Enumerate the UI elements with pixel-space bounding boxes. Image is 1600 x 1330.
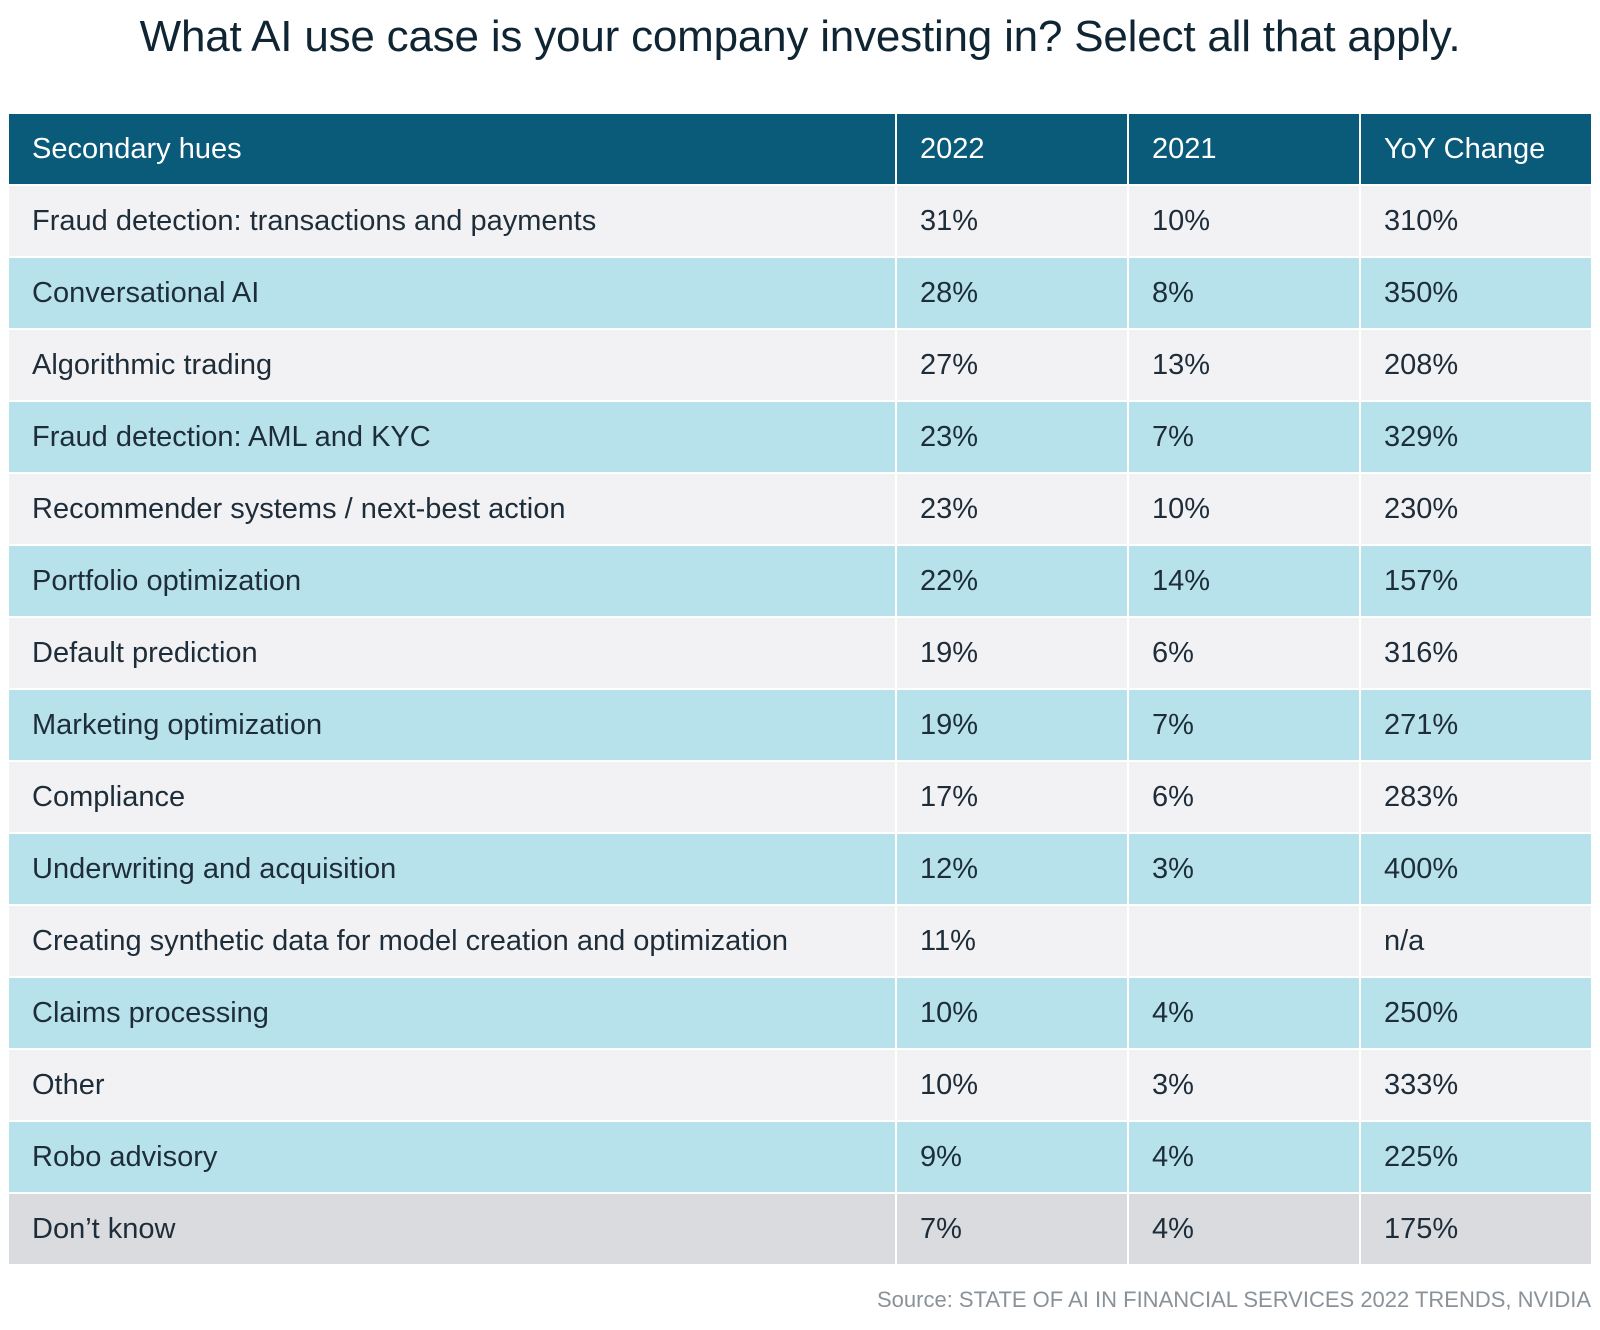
value-2021: 4%: [1129, 1192, 1361, 1264]
row-label: Portfolio optimization: [9, 544, 897, 616]
row-label: Fraud detection: transactions and paymen…: [9, 184, 897, 256]
value-2022: 23%: [897, 472, 1129, 544]
table-row: Other 10% 3% 333%: [9, 1048, 1591, 1120]
value-yoy-change: 400%: [1361, 832, 1591, 904]
value-yoy-change: 283%: [1361, 760, 1591, 832]
value-yoy-change: 157%: [1361, 544, 1591, 616]
row-label: Underwriting and acquisition: [9, 832, 897, 904]
value-yoy-change: 310%: [1361, 184, 1591, 256]
value-yoy-change: 230%: [1361, 472, 1591, 544]
row-label: Recommender systems / next-best action: [9, 472, 897, 544]
value-2022: 19%: [897, 616, 1129, 688]
value-2021: 6%: [1129, 616, 1361, 688]
column-header-yoy-change: YoY Change: [1361, 114, 1591, 184]
value-2021: 4%: [1129, 976, 1361, 1048]
row-label: Don’t know: [9, 1192, 897, 1264]
value-yoy-change: 225%: [1361, 1120, 1591, 1192]
table-row: Don’t know 7% 4% 175%: [9, 1192, 1591, 1264]
table-row: Robo advisory 9% 4% 225%: [9, 1120, 1591, 1192]
value-yoy-change: 333%: [1361, 1048, 1591, 1120]
value-2021: 8%: [1129, 256, 1361, 328]
value-2022: 10%: [897, 976, 1129, 1048]
value-2021: [1129, 904, 1361, 976]
value-2021: 3%: [1129, 1048, 1361, 1120]
value-2021: 7%: [1129, 688, 1361, 760]
row-label: Conversational AI: [9, 256, 897, 328]
value-yoy-change: 250%: [1361, 976, 1591, 1048]
value-yoy-change: 350%: [1361, 256, 1591, 328]
table-row: Fraud detection: AML and KYC 23% 7% 329%: [9, 400, 1591, 472]
chart-title: What AI use case is your company investi…: [139, 12, 1461, 61]
table-row: Marketing optimization 19% 7% 271%: [9, 688, 1591, 760]
row-label: Compliance: [9, 760, 897, 832]
value-2021: 14%: [1129, 544, 1361, 616]
value-2021: 13%: [1129, 328, 1361, 400]
column-header-2021: 2021: [1129, 114, 1361, 184]
value-2022: 19%: [897, 688, 1129, 760]
value-2022: 10%: [897, 1048, 1129, 1120]
value-yoy-change: 329%: [1361, 400, 1591, 472]
row-label: Default prediction: [9, 616, 897, 688]
value-2022: 7%: [897, 1192, 1129, 1264]
table-row: Algorithmic trading 27% 13% 208%: [9, 328, 1591, 400]
data-table: Secondary hues 2022 2021 YoY Change Frau…: [9, 114, 1591, 1264]
row-label: Claims processing: [9, 976, 897, 1048]
value-2021: 7%: [1129, 400, 1361, 472]
row-label: Marketing optimization: [9, 688, 897, 760]
value-2021: 4%: [1129, 1120, 1361, 1192]
row-label: Other: [9, 1048, 897, 1120]
value-2022: 11%: [897, 904, 1129, 976]
value-2022: 22%: [897, 544, 1129, 616]
row-label: Robo advisory: [9, 1120, 897, 1192]
value-2022: 27%: [897, 328, 1129, 400]
value-2022: 31%: [897, 184, 1129, 256]
value-yoy-change: 208%: [1361, 328, 1591, 400]
value-2022: 9%: [897, 1120, 1129, 1192]
value-2021: 10%: [1129, 472, 1361, 544]
row-label: Algorithmic trading: [9, 328, 897, 400]
row-label: Fraud detection: AML and KYC: [9, 400, 897, 472]
table-row: Recommender systems / next-best action 23…: [9, 472, 1591, 544]
value-2022: 23%: [897, 400, 1129, 472]
value-2021: 10%: [1129, 184, 1361, 256]
value-yoy-change: 175%: [1361, 1192, 1591, 1264]
value-yoy-change: n/a: [1361, 904, 1591, 976]
value-2022: 12%: [897, 832, 1129, 904]
value-2022: 28%: [897, 256, 1129, 328]
table-row: Fraud detection: transactions and paymen…: [9, 184, 1591, 256]
source-note: Source: STATE OF AI IN FINANCIAL SERVICE…: [877, 1287, 1591, 1312]
table-row: Conversational AI 28% 8% 350%: [9, 256, 1591, 328]
row-label: Creating synthetic data for model creati…: [9, 904, 897, 976]
table-row: Creating synthetic data for model creati…: [9, 904, 1591, 976]
table-row: Underwriting and acquisition 12% 3% 400%: [9, 832, 1591, 904]
value-yoy-change: 316%: [1361, 616, 1591, 688]
table-body: Fraud detection: transactions and paymen…: [9, 184, 1591, 1264]
value-2021: 6%: [1129, 760, 1361, 832]
column-header-category: Secondary hues: [9, 114, 897, 184]
header-row: Secondary hues 2022 2021 YoY Change: [9, 114, 1591, 184]
table-row: Portfolio optimization 22% 14% 157%: [9, 544, 1591, 616]
table-row: Compliance 17% 6% 283%: [9, 760, 1591, 832]
value-2022: 17%: [897, 760, 1129, 832]
table-row: Claims processing 10% 4% 250%: [9, 976, 1591, 1048]
value-yoy-change: 271%: [1361, 688, 1591, 760]
column-header-2022: 2022: [897, 114, 1129, 184]
value-2021: 3%: [1129, 832, 1361, 904]
table-row: Default prediction 19% 6% 316%: [9, 616, 1591, 688]
